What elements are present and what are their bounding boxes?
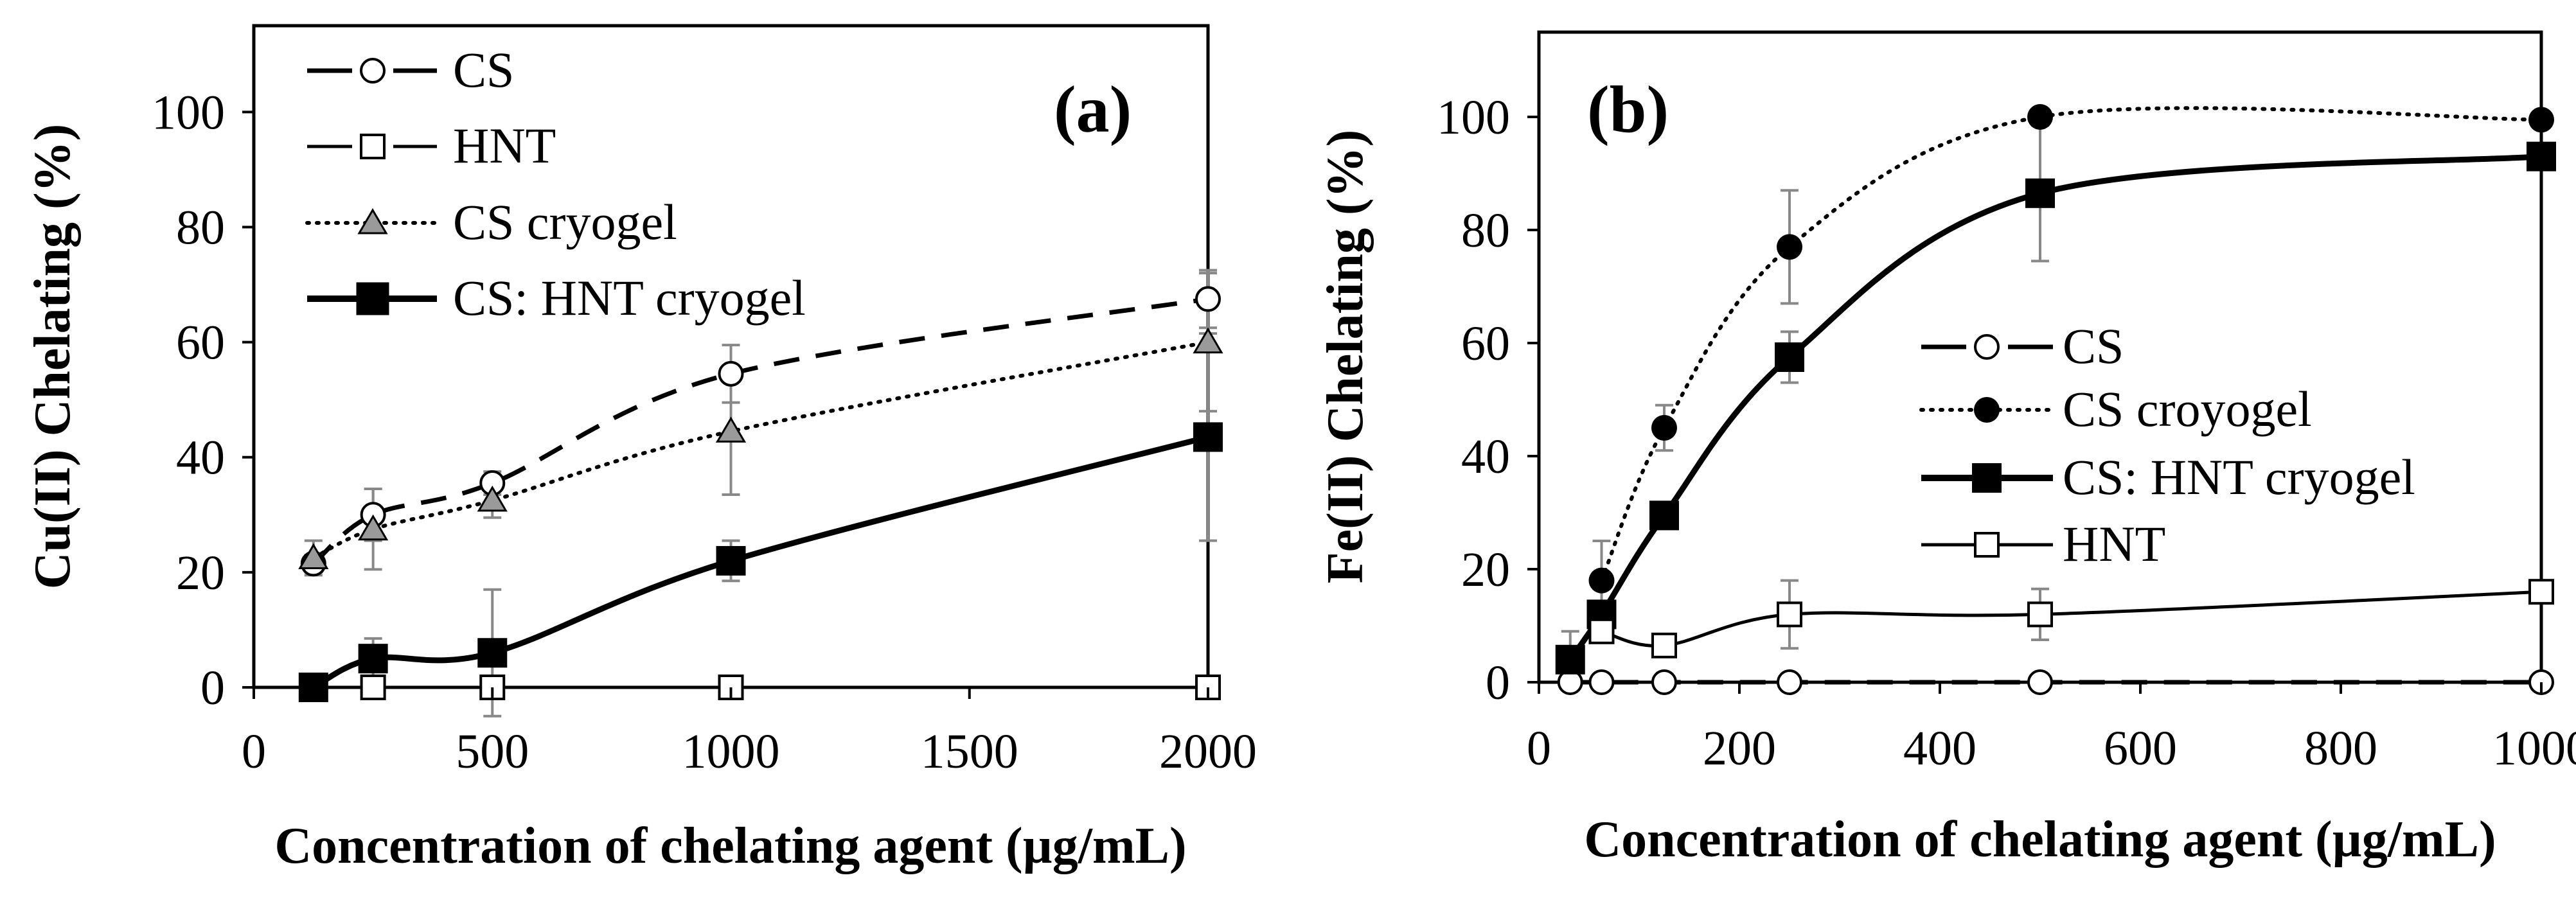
data-point-cs-croyogel-b [1777,234,1802,260]
legend-label-hnt-b: HNT [2063,516,2165,572]
y-tick-label-b: 0 [1486,656,1510,710]
legend-b: CS CS croyogel CS: HNT cryogel HNT [1919,318,2415,572]
y-tick-label-b: 100 [1437,91,1510,145]
y-axis-title-b: Fe(II) Chelating (%) [1317,130,1374,584]
data-point-cs-cryogel-a [358,514,389,541]
x-tick-label-b: 800 [2304,721,2377,775]
data-point-hnt-a [360,675,386,700]
y-tick-label-b: 80 [1461,204,1510,258]
data-point-cs-cryogel-a [477,485,508,512]
data-point-cs-croyogel-b [2528,107,2554,133]
legend-label-hntcryo-a: CS: HNT cryogel [453,270,806,326]
data-point-cs-b [1588,669,1615,695]
x-tick-label-a: 1500 [921,725,1018,779]
panel-label-a: (a) [1054,73,1132,146]
data-point-cs-hnt-cryogel-a [716,545,746,576]
y-tick-label-a: 60 [176,316,225,370]
legend-marker-cs-a [360,58,386,84]
data-point-cs-b [1651,669,1677,695]
series-layer-b [1555,104,2556,695]
legend-label-hnt-a: HNT [453,118,556,173]
data-point-cs-hnt-cryogel-a [298,673,328,702]
legend-marker-hnt-b [1974,532,2000,558]
x-axis-title-a: Concentration of chelating agent (µg/mL) [274,818,1186,874]
data-point-cs-hnt-cryogel-a [477,638,508,668]
data-point-hnt-b [2528,579,2554,605]
x-tick-label-a: 2000 [1159,725,1257,779]
series-layer-a [298,269,1223,718]
legend-label-cs-a: CS [453,42,514,98]
data-point-hnt-b [2027,601,2053,628]
chart-panel-a: 0 500 1000 1500 2000 0 20 40 60 80 100 (a) CS HNT … [24,24,1257,874]
data-point-cs-a [718,360,744,387]
y-tick-label-b: 60 [1461,317,1510,371]
data-point-cs-hnt-cryogel-b [1775,342,1804,372]
x-tick-label-b: 1000 [2492,721,2576,775]
data-markers-b [1555,104,2556,695]
y-tick-label-a: 20 [176,546,225,600]
legend-marker-hntcryo-b [1972,463,2002,493]
x-tick-label-a: 500 [456,725,529,779]
data-point-cs-hnt-cryogel-b [1555,644,1585,675]
y-tick-label-a: 100 [152,85,225,139]
data-point-cs-hnt-cryogel-b [2527,141,2556,172]
data-point-cs-cryogel-a [1193,327,1223,354]
legend-marker-cs-b [1974,334,2000,360]
x-tick-label-a: 1000 [682,725,780,779]
x-tick-label-b: 200 [1703,721,1776,775]
data-point-cs-cryogel-a [298,543,329,569]
legend-marker-hnt-a [360,134,386,159]
ticks-layer-b: 0 200 400 600 800 1000 0 20 40 60 80 100 [1437,91,2576,775]
x-tick-label-b: 600 [2104,721,2177,775]
data-point-cs-croyogel-b [1651,415,1677,441]
data-point-cs-hnt-cryogel-b [1649,500,1679,531]
x-tick-label-b: 400 [1903,721,1976,775]
legend-label-croyogel-b: CS croyogel [2063,381,2312,437]
y-tick-label-b: 20 [1461,543,1510,597]
series-line-cs-hnt-cryogel-b [1568,154,2542,662]
legend-label-hntcryo-b: CS: HNT cryogel [2063,449,2415,505]
series-line-cs-a [312,296,1209,566]
x-tick-label-b: 0 [1527,721,1551,775]
data-point-cs-b [1777,669,1802,695]
y-tick-label-a: 40 [176,431,225,485]
data-point-cs-a [1195,286,1221,312]
y-tick-label-a: 0 [200,661,225,715]
panel-label-b: (b) [1587,73,1669,146]
legend-marker-croyogel-b [1974,397,2000,423]
y-axis-title-a: Cu(II) Chelating (%) [24,124,81,589]
legend-marker-cryogel-a [357,208,388,234]
chart-panel-b: 0 200 400 600 800 1000 0 20 40 60 80 100 (b) CS CS … [1317,30,2576,868]
series-line-cs-croyogel-b [1599,106,2543,583]
data-point-cs-croyogel-b [2027,104,2053,130]
x-axis-title-b: Concentration of chelating agent (µg/mL) [1584,811,2496,868]
ticks-layer-a: 0 500 1000 1500 2000 0 20 40 60 80 100 [152,85,1257,779]
data-point-hnt-b [1777,601,1802,628]
legend-marker-hntcryo-a [356,282,389,315]
data-point-cs-b [2027,669,2053,695]
legend-label-cs-b: CS [2063,318,2124,374]
data-point-cs-hnt-cryogel-a [1193,422,1223,452]
data-point-cs-hnt-cryogel-a [358,644,388,674]
data-point-cs-croyogel-b [1588,567,1615,594]
y-tick-label-b: 40 [1461,430,1510,484]
data-point-cs-cryogel-a [715,416,747,443]
data-point-hnt-b [1651,632,1677,658]
data-point-hnt-b [1588,618,1615,644]
x-tick-label-a: 0 [242,725,266,779]
y-tick-label-a: 80 [176,200,225,254]
legend-a: CS HNT CS cryogel CS: HNT cryogel [305,42,806,326]
legend-label-cryogel-a: CS cryogel [453,194,677,250]
data-point-cs-hnt-cryogel-b [2025,178,2055,208]
